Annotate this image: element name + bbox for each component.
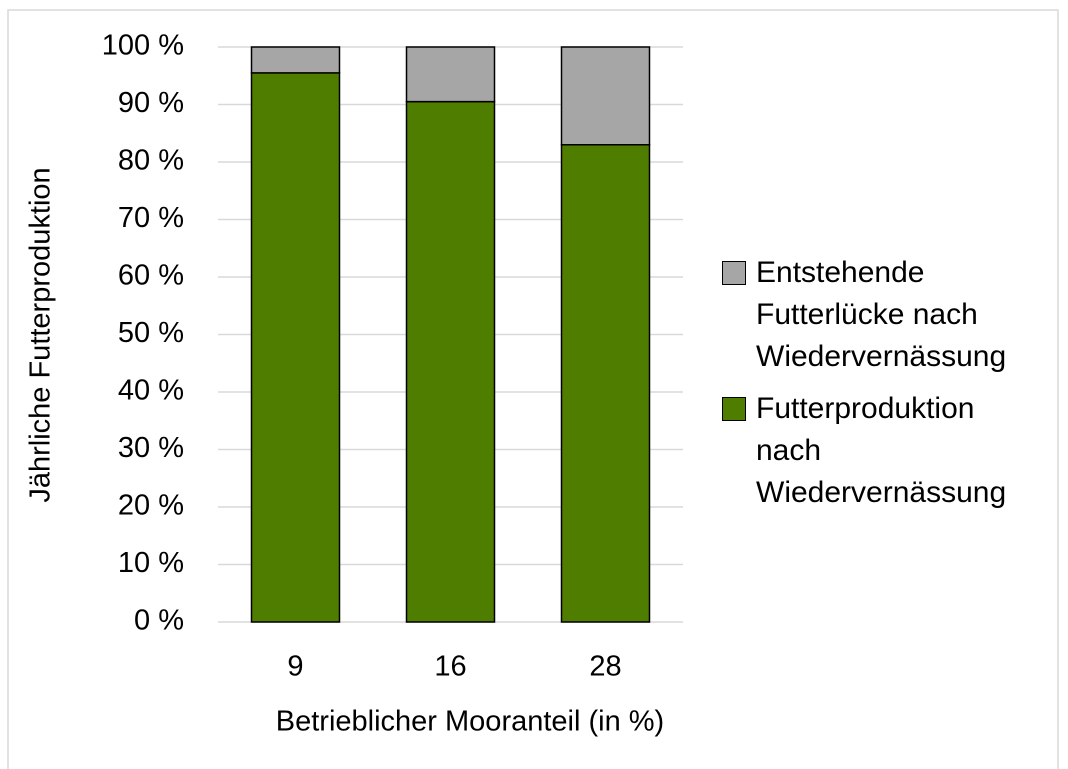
legend-item: Futterproduktion nach Wiedervernässung	[722, 388, 1032, 514]
y-tick-label: 90 %	[118, 87, 184, 119]
x-tick-label: 9	[287, 651, 303, 683]
bar-segment	[250, 72, 341, 623]
legend-swatch	[722, 261, 746, 285]
y-tick-label: 80 %	[118, 145, 184, 177]
y-tick-label: 30 %	[118, 432, 184, 464]
chart-frame	[7, 9, 1059, 769]
y-tick-label: 50 %	[118, 317, 184, 349]
legend: Entstehende Futterlücke nach Wiedervernä…	[722, 252, 1032, 524]
y-axis-title: Jährliche Futterproduktion	[25, 167, 57, 502]
bar-segment	[560, 46, 651, 146]
y-tick-label: 10 %	[118, 547, 184, 579]
bar-segment	[405, 100, 496, 623]
y-tick-label: 100 %	[102, 30, 184, 62]
bar-segment	[405, 46, 496, 103]
legend-label: Futterproduktion nach Wiedervernässung	[756, 392, 1007, 509]
legend-item: Entstehende Futterlücke nach Wiedervernä…	[722, 252, 1032, 378]
y-tick-label: 0 %	[134, 605, 184, 637]
y-tick-label: 70 %	[118, 202, 184, 234]
x-tick-label: 16	[434, 651, 466, 683]
y-tick-label: 60 %	[118, 260, 184, 292]
x-axis-title: Betrieblicher Mooranteil (in %)	[276, 706, 664, 738]
y-tick-label: 20 %	[118, 490, 184, 522]
y-tick-label: 40 %	[118, 375, 184, 407]
x-tick-label: 28	[589, 651, 621, 683]
legend-swatch	[722, 397, 746, 421]
legend-label: Entstehende Futterlücke nach Wiedervernä…	[756, 256, 1007, 373]
bar-segment	[250, 46, 341, 74]
bars	[250, 46, 651, 623]
bar-segment	[560, 144, 651, 623]
